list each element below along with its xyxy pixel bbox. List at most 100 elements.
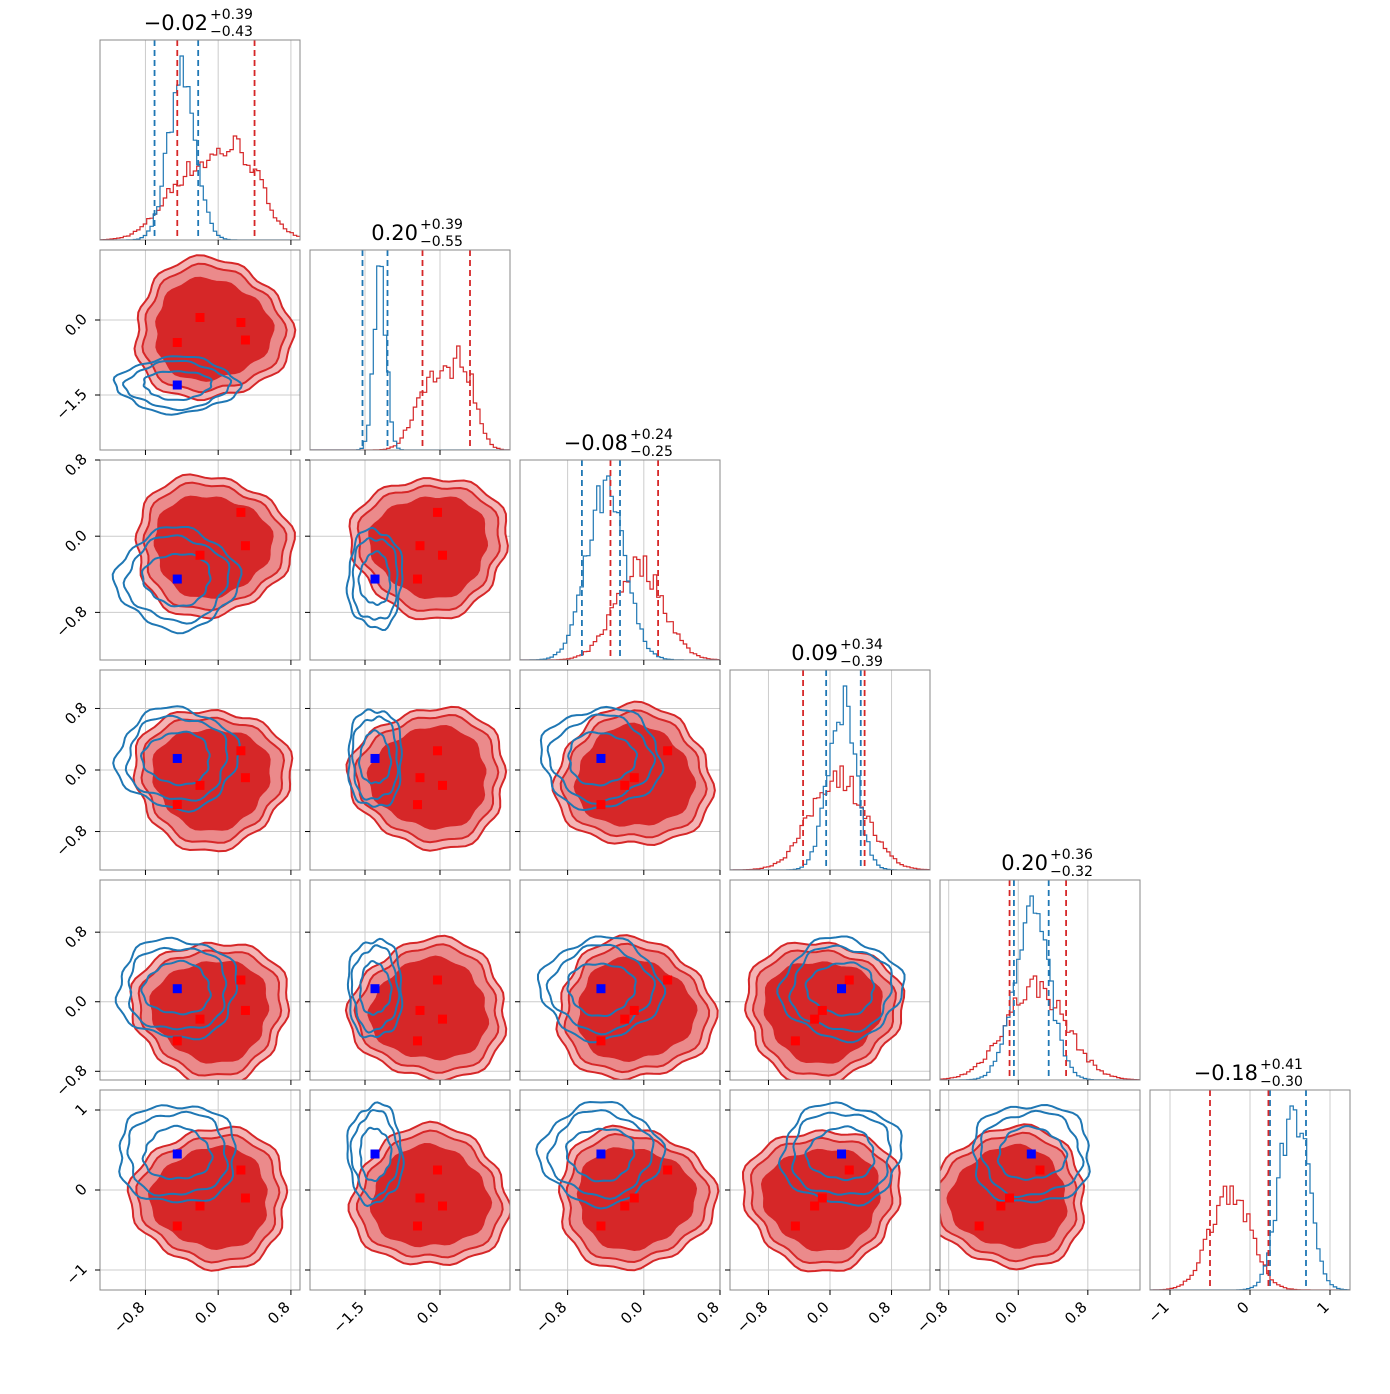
panel-title-0: −0.02 +0.39−0.43 <box>144 7 253 40</box>
panel-title-2: −0.08 +0.24−0.25 <box>564 427 673 460</box>
contour-panel-0-4: −0.8 0.0 0.8 <box>52 879 301 1100</box>
panel-title-5: −0.18 +0.41−0.30 <box>1194 1057 1303 1090</box>
x-tick-label: −0.8 <box>913 1298 951 1336</box>
x-tick-label: 1 <box>1313 1298 1332 1317</box>
contour-panel-0-5: −0.8 0.0 0.8 −1 0 1 <box>62 1089 301 1337</box>
posterior-contour-inner <box>153 495 274 599</box>
contour-panel-1-3 <box>305 669 511 875</box>
posterior-mode-marker <box>1035 1165 1045 1175</box>
panel-frame <box>99 459 301 661</box>
reference-contour-outer <box>777 1101 903 1207</box>
y-tick-label: −0.8 <box>52 602 90 640</box>
reference-point-marker <box>172 753 182 763</box>
posterior-mode-marker <box>195 780 205 790</box>
posterior-mode-marker <box>236 1165 246 1175</box>
reference-contour-outer <box>537 935 667 1044</box>
reference-point-marker <box>370 574 380 584</box>
title-upper-error: +0.34 <box>840 637 883 653</box>
posterior-contour-inner <box>367 955 490 1061</box>
x-tick-label: 0.8 <box>1061 1298 1091 1328</box>
panel-content <box>744 935 906 1080</box>
reference-contour-inner <box>996 1124 1069 1181</box>
reference-contour-outer <box>345 526 404 632</box>
posterior-mode-marker <box>844 975 854 985</box>
posterior-histogram <box>100 135 300 240</box>
reference-contour-middle <box>546 713 657 805</box>
posterior-mode-marker <box>810 1201 820 1211</box>
title-upper-error: +0.41 <box>1260 1057 1303 1073</box>
y-tick-label: −1 <box>62 1260 90 1288</box>
posterior-mode-marker <box>629 773 639 783</box>
y-tick-label: 0.0 <box>61 760 91 790</box>
x-tick-label: 0.0 <box>617 1298 647 1328</box>
panel-content <box>112 254 297 416</box>
posterior-mode-marker <box>240 335 250 345</box>
posterior-mode-marker <box>433 507 442 517</box>
posterior-mode-marker <box>172 800 182 810</box>
contour-panel-0-1: −1.5 0.0 <box>52 249 301 455</box>
y-tick-label: 0.8 <box>61 922 91 952</box>
posterior-mode-marker <box>172 1221 182 1231</box>
reference-contour-middle <box>126 1110 230 1197</box>
reference-contour-inner <box>804 1125 876 1182</box>
contour-panel-2-4 <box>515 879 721 1085</box>
panel-frame <box>309 249 511 451</box>
title-median: −0.02 <box>144 11 208 35</box>
panel-content <box>345 705 508 852</box>
x-tick-label: −0.8 <box>733 1298 771 1336</box>
posterior-mode-marker <box>620 1014 630 1024</box>
panel-frame <box>309 879 511 1081</box>
x-tick-label: 0 <box>1233 1298 1252 1317</box>
posterior-mode-marker <box>663 746 673 756</box>
posterior-mode-marker <box>996 1201 1006 1211</box>
posterior-mode-marker <box>236 507 246 517</box>
posterior-mode-marker <box>240 541 250 551</box>
reference-contour-inner <box>357 550 392 607</box>
panel-content <box>100 40 300 240</box>
panel-frame <box>519 879 721 1081</box>
reference-contour-middle <box>351 536 399 621</box>
posterior-mode-marker <box>844 1165 854 1175</box>
panel-frame <box>99 39 301 241</box>
x-tick-label: 0.0 <box>991 1298 1021 1328</box>
x-tick-label: 0.8 <box>264 1298 294 1328</box>
panel-content <box>310 250 510 450</box>
title-median: 0.20 <box>1001 851 1048 875</box>
panel-content <box>118 1104 289 1272</box>
panel-content <box>112 705 294 853</box>
reference-contour-outer <box>112 355 243 416</box>
posterior-mode-marker <box>195 313 205 322</box>
reference-contour-middle <box>350 944 401 1034</box>
panel-content <box>346 1101 510 1267</box>
posterior-mode-marker <box>1005 1193 1015 1203</box>
posterior-mode-marker <box>433 1165 442 1175</box>
panel-content <box>344 934 508 1080</box>
y-tick-label: 1 <box>71 1100 90 1119</box>
contour-panel-1-2 <box>305 459 511 665</box>
posterior-mode-marker <box>790 1221 800 1231</box>
reference-contour-inner <box>358 1126 393 1183</box>
y-tick-label: 0.0 <box>61 310 91 340</box>
y-tick-label: 0.0 <box>61 526 91 556</box>
reference-contour-middle <box>546 1109 655 1200</box>
panel-content <box>111 473 296 635</box>
posterior-contour-inner <box>368 496 489 600</box>
posterior-mode-marker <box>817 1005 827 1015</box>
reference-contour-outer <box>111 526 243 635</box>
title-upper-error: +0.39 <box>420 217 463 233</box>
posterior-mode-marker <box>810 1014 820 1024</box>
contour-panel-1-4 <box>305 879 511 1085</box>
posterior-mode-marker <box>195 1014 205 1024</box>
posterior-mode-marker <box>195 550 205 560</box>
posterior-mode-marker <box>240 1193 250 1203</box>
panel-content <box>520 460 720 660</box>
reference-contour-outer <box>346 1101 405 1208</box>
histogram-panel-3 <box>729 669 931 875</box>
reference-point-marker <box>370 1149 380 1159</box>
reference-histogram <box>310 265 510 450</box>
reference-contour-inner <box>566 962 637 1018</box>
x-tick-label: 0.0 <box>191 1298 221 1328</box>
reference-contour-middle <box>351 715 400 801</box>
posterior-histogram <box>940 975 1140 1080</box>
